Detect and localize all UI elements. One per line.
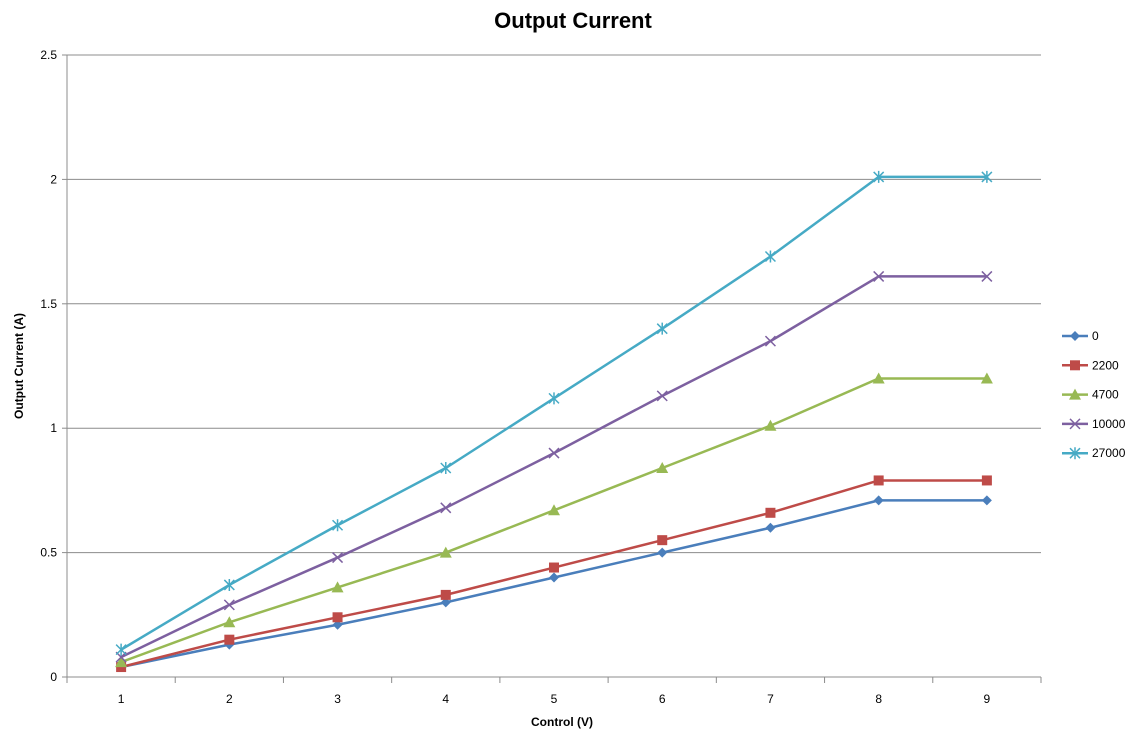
data-point: [223, 599, 235, 611]
data-point: [440, 502, 452, 514]
x-tick-label: 6: [659, 692, 666, 706]
data-point: [332, 612, 343, 623]
data-point: [332, 519, 344, 532]
data-point: [548, 504, 560, 516]
data-point: [981, 270, 993, 282]
series-27000: [115, 170, 993, 656]
data-point: [440, 589, 451, 600]
data-point: [115, 643, 127, 656]
data-point: [439, 546, 452, 558]
data-point: [765, 522, 776, 533]
legend-label: 10000: [1092, 417, 1126, 431]
gridlines: [67, 54, 1041, 554]
series-line: [120, 499, 987, 669]
x-tick-label: 2: [226, 692, 233, 706]
series-10000: [115, 270, 993, 663]
data-point: [765, 507, 776, 518]
data-point: [873, 495, 884, 506]
data-point: [981, 475, 992, 486]
data-series: [115, 170, 993, 673]
x-tick-label: 3: [334, 692, 341, 706]
data-point: [332, 552, 344, 564]
data-point: [548, 392, 560, 405]
y-tick-label: 0: [50, 670, 57, 684]
data-point: [873, 170, 885, 183]
data-point: [764, 335, 776, 347]
legend-label: 0: [1092, 329, 1099, 343]
series-line: [120, 377, 987, 664]
data-point: [656, 390, 668, 402]
x-tick-label: 1: [118, 692, 125, 706]
data-point: [764, 419, 777, 431]
data-point: [656, 462, 669, 474]
data-point: [764, 250, 776, 263]
data-point: [873, 270, 885, 282]
series-line: [120, 275, 987, 659]
y-tick-label: 2: [50, 172, 57, 186]
x-tick-label: 4: [442, 692, 449, 706]
data-point: [549, 572, 559, 583]
legend-swatch-marker: [1070, 331, 1080, 341]
data-point: [873, 475, 884, 486]
series-0: [116, 495, 992, 673]
legend-item: 4700: [1062, 388, 1119, 402]
series-4700: [115, 372, 993, 668]
data-point: [115, 656, 128, 668]
legend-label: 4700: [1092, 388, 1119, 402]
x-tick-label: 5: [551, 692, 558, 706]
data-point: [440, 462, 452, 475]
y-tick-label: 1.5: [40, 297, 57, 311]
legend-item: 10000: [1062, 417, 1126, 431]
y-tick-label: 1: [50, 421, 57, 435]
legend-swatch-marker: [1069, 447, 1081, 460]
y-tick-label: 2.5: [40, 48, 57, 62]
data-point: [657, 547, 668, 558]
legend: 0 2200 4700 10000 27000: [1062, 329, 1126, 460]
legend-swatch-marker: [1070, 360, 1080, 371]
x-tick-label: 7: [767, 692, 774, 706]
data-point: [549, 562, 559, 573]
x-tick-label: 9: [984, 692, 991, 706]
legend-swatch-marker: [1069, 388, 1081, 400]
data-point: [331, 581, 344, 593]
axes: [62, 54, 1042, 683]
y-tick-labels: 0 0.5 1 1.5 2 2.5: [40, 48, 57, 684]
data-point: [980, 372, 993, 384]
data-point: [872, 372, 885, 384]
data-point: [656, 322, 668, 335]
legend-item: 0: [1062, 329, 1099, 343]
data-point: [224, 634, 235, 645]
data-point: [981, 495, 992, 506]
legend-item: 2200: [1062, 358, 1119, 372]
legend-label: 27000: [1092, 446, 1126, 460]
data-point: [223, 616, 236, 628]
y-axis-title: Output Current (A): [12, 313, 26, 419]
legend-swatch-marker: [1069, 418, 1081, 430]
data-point: [548, 447, 560, 459]
chart-title: Output Current: [494, 8, 652, 33]
legend-label: 2200: [1092, 358, 1119, 372]
x-tick-label: 8: [875, 692, 882, 706]
x-tick-labels: 1 2 3 4 5 6 7 8 9: [118, 692, 991, 706]
legend-item: 27000: [1062, 446, 1126, 460]
y-tick-label: 0.5: [40, 546, 57, 560]
x-axis-title: Control (V): [531, 715, 593, 729]
data-point: [981, 170, 993, 183]
data-point: [657, 535, 668, 546]
data-point: [223, 578, 235, 591]
